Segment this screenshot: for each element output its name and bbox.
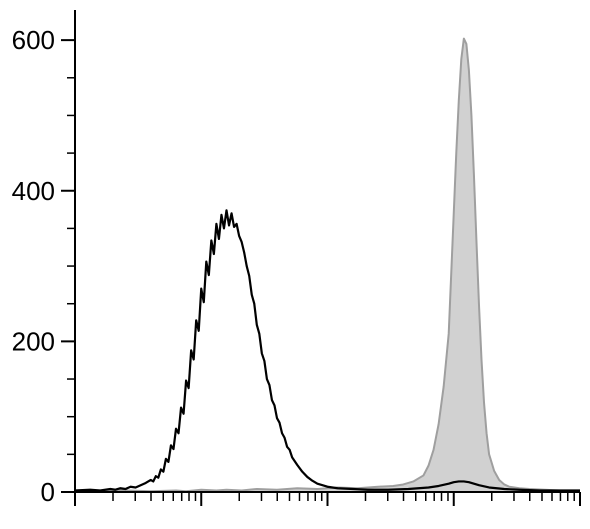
svg-text:400: 400: [12, 176, 55, 206]
chart-svg: 0 200 400 600: [0, 0, 590, 529]
svg-text:600: 600: [12, 25, 55, 55]
svg-text:0: 0: [41, 477, 55, 507]
flow-cytometry-histogram: 0 200 400 600: [0, 0, 590, 529]
svg-text:200: 200: [12, 326, 55, 356]
